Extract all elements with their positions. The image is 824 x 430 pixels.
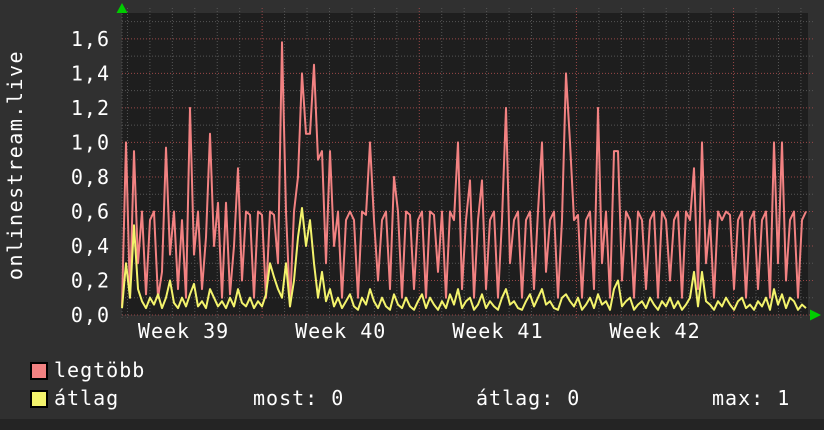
x-tick-label: Week 40 (295, 319, 386, 343)
y-axis-arrow-icon (116, 3, 128, 13)
stat-max: max: 1 (712, 386, 791, 410)
legend-swatch-atlag (30, 390, 48, 408)
x-tick-label: Week 42 (609, 319, 700, 343)
legend-swatch-legtobb (30, 362, 48, 380)
y-tick-label: 1,6 (71, 27, 110, 51)
x-tick-label: Week 41 (452, 319, 543, 343)
y-tick-label: 1,2 (71, 96, 110, 120)
x-axis-arrow-icon (810, 309, 821, 321)
y-tick-label: 0,0 (71, 303, 110, 327)
y-tick-label: 0,2 (71, 268, 110, 292)
stat-most: most: 0 (253, 386, 345, 410)
y-tick-label: 0,8 (71, 165, 110, 189)
y-tick-label: 0,4 (71, 234, 110, 258)
x-tick-label: Week 39 (138, 319, 229, 343)
plot-background (122, 13, 808, 315)
y-tick-label: 1,0 (71, 130, 110, 154)
chart-canvas: 0,0 0,2 0,4 0,6 0,8 1,0 1,2 1,4 1,6 Week 39 Week 4… (71, 3, 821, 343)
y-tick-label: 1,4 (71, 61, 110, 85)
legend-label-atlag: átlag (54, 386, 120, 410)
series-line-0 (121, 41, 807, 308)
stat-atlag: átlag: 0 (476, 386, 581, 410)
y-tick-label: 0,6 (71, 199, 110, 223)
series-line-1 (121, 207, 807, 311)
bottom-strip (0, 419, 824, 430)
legend-label-legtobb: legtöbb (54, 358, 146, 382)
